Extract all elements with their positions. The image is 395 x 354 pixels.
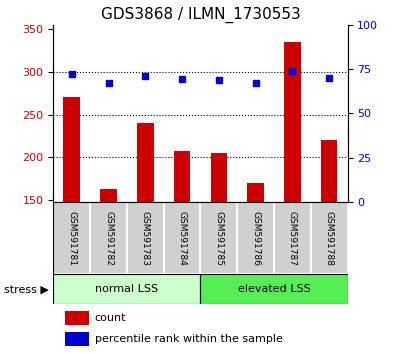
Bar <box>100 189 117 202</box>
Point <box>216 77 222 82</box>
Text: elevated LSS: elevated LSS <box>238 284 310 295</box>
Text: percentile rank within the sample: percentile rank within the sample <box>94 334 282 344</box>
Point <box>326 75 332 81</box>
Bar <box>247 183 264 202</box>
Point <box>289 68 295 74</box>
Bar <box>201 274 348 304</box>
Text: GSM591786: GSM591786 <box>251 211 260 266</box>
Point <box>252 80 259 86</box>
Bar <box>65 312 88 325</box>
Text: GSM591781: GSM591781 <box>67 211 76 266</box>
Text: stress ▶: stress ▶ <box>4 284 49 295</box>
Bar <box>311 202 348 274</box>
Bar <box>211 153 227 202</box>
Bar <box>127 202 164 274</box>
Bar <box>137 123 154 202</box>
Point <box>142 73 149 79</box>
Bar <box>65 332 88 346</box>
Bar <box>274 202 311 274</box>
Point <box>69 72 75 77</box>
Bar <box>284 42 301 202</box>
Title: GDS3868 / ILMN_1730553: GDS3868 / ILMN_1730553 <box>101 7 300 23</box>
Text: GSM591787: GSM591787 <box>288 211 297 266</box>
Text: GSM591788: GSM591788 <box>325 211 334 266</box>
Text: GSM591782: GSM591782 <box>104 211 113 266</box>
Text: normal LSS: normal LSS <box>95 284 158 295</box>
Point <box>105 80 112 86</box>
Point <box>179 76 185 81</box>
Bar <box>90 202 127 274</box>
Text: GSM591784: GSM591784 <box>178 211 186 266</box>
Bar <box>237 202 274 274</box>
Bar <box>174 151 190 202</box>
Text: count: count <box>94 313 126 323</box>
Bar <box>321 140 337 202</box>
Bar <box>164 202 201 274</box>
Text: GSM591783: GSM591783 <box>141 211 150 266</box>
Text: GSM591785: GSM591785 <box>214 211 223 266</box>
Bar <box>201 202 237 274</box>
Bar <box>53 274 201 304</box>
Bar <box>64 97 80 202</box>
Bar <box>53 202 90 274</box>
